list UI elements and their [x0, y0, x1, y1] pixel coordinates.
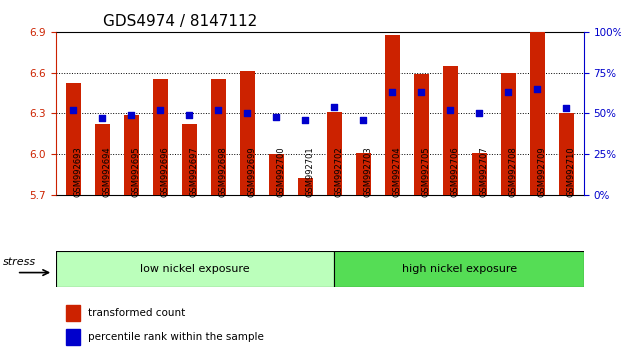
Text: GSM992701: GSM992701 [306, 146, 314, 197]
Bar [501, 73, 515, 195]
Bar [356, 153, 371, 195]
Bar [335, 251, 584, 287]
Bar [240, 71, 255, 195]
Point [68, 107, 78, 113]
Point [504, 89, 514, 95]
Point [532, 86, 542, 92]
Point [358, 117, 368, 122]
Bar [385, 35, 399, 195]
Text: GSM992694: GSM992694 [102, 146, 111, 197]
Text: GSM992693: GSM992693 [73, 146, 83, 197]
Text: percentile rank within the sample: percentile rank within the sample [88, 332, 263, 342]
Text: GSM992709: GSM992709 [537, 146, 546, 197]
Text: GSM992697: GSM992697 [189, 146, 198, 197]
Bar [472, 153, 487, 195]
Point [184, 112, 194, 118]
Point [329, 104, 339, 110]
Bar [66, 329, 79, 345]
Text: GSM992707: GSM992707 [479, 146, 488, 197]
Bar [327, 112, 342, 195]
Text: GSM992696: GSM992696 [160, 146, 170, 197]
Point [214, 107, 224, 113]
Bar [182, 124, 197, 195]
Text: GSM992703: GSM992703 [363, 146, 373, 197]
Bar [56, 251, 335, 287]
Bar [530, 32, 545, 195]
Point [271, 114, 281, 119]
Point [561, 105, 571, 111]
Bar [298, 178, 312, 195]
Bar [211, 79, 225, 195]
Text: low nickel exposure: low nickel exposure [140, 264, 250, 274]
Text: GSM992700: GSM992700 [276, 146, 285, 197]
Bar [153, 79, 168, 195]
Text: transformed count: transformed count [88, 308, 185, 318]
Point [155, 107, 165, 113]
Bar [124, 115, 138, 195]
Point [474, 110, 484, 116]
Bar [559, 113, 574, 195]
Point [445, 107, 455, 113]
Text: stress: stress [3, 257, 36, 267]
Text: GSM992708: GSM992708 [509, 146, 517, 197]
Point [242, 110, 252, 116]
Bar [66, 84, 81, 195]
Text: GSM992698: GSM992698 [219, 146, 227, 197]
Text: GSM992702: GSM992702 [334, 146, 343, 197]
Text: GSM992704: GSM992704 [392, 146, 401, 197]
Bar [269, 154, 284, 195]
Bar [414, 74, 428, 195]
Text: GSM992699: GSM992699 [247, 146, 256, 197]
Bar [66, 305, 79, 321]
Text: GSM992705: GSM992705 [421, 146, 430, 197]
Bar [443, 66, 458, 195]
Text: GDS4974 / 8147112: GDS4974 / 8147112 [103, 14, 258, 29]
Text: GSM992706: GSM992706 [450, 146, 460, 197]
Point [126, 112, 136, 118]
Point [388, 89, 397, 95]
Text: GSM992695: GSM992695 [131, 146, 140, 197]
Bar [95, 124, 109, 195]
Point [301, 117, 310, 122]
Text: high nickel exposure: high nickel exposure [402, 264, 517, 274]
Text: GSM992710: GSM992710 [566, 146, 575, 197]
Point [416, 89, 426, 95]
Point [97, 115, 107, 121]
